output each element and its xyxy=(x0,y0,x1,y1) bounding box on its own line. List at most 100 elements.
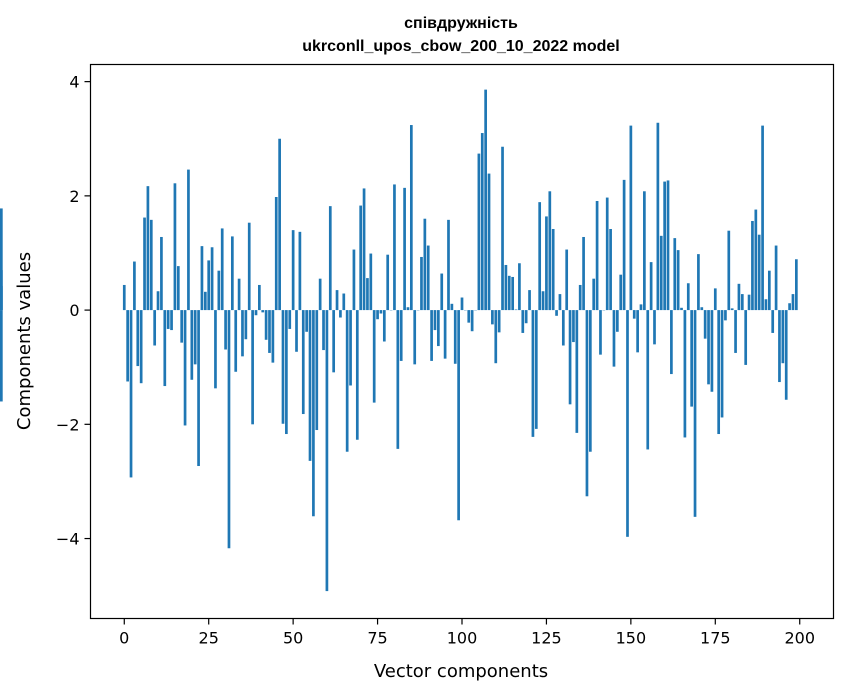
bar xyxy=(217,270,221,311)
bar xyxy=(629,125,633,311)
bar xyxy=(700,307,704,311)
bar xyxy=(342,293,346,311)
bar xyxy=(592,278,596,311)
bar xyxy=(737,283,741,311)
bar xyxy=(534,310,538,429)
bar xyxy=(274,197,278,311)
bar xyxy=(393,184,396,311)
bar xyxy=(697,254,700,311)
bar xyxy=(747,294,751,311)
bar xyxy=(686,283,690,311)
bar xyxy=(720,310,724,418)
bar xyxy=(426,245,430,311)
bar xyxy=(308,310,312,461)
bar xyxy=(548,191,552,311)
bar xyxy=(643,191,646,311)
plot-frame xyxy=(89,63,835,620)
bar xyxy=(440,273,444,311)
bar xyxy=(518,263,521,311)
bar xyxy=(491,310,494,325)
bar xyxy=(487,173,491,311)
bar xyxy=(622,179,626,311)
bar xyxy=(744,310,748,365)
bar xyxy=(784,310,788,400)
bar xyxy=(271,310,275,363)
bar xyxy=(555,310,558,316)
bar xyxy=(663,181,666,311)
bar xyxy=(146,186,150,311)
bar xyxy=(791,294,795,311)
bar xyxy=(126,310,129,382)
bar xyxy=(646,310,650,450)
x-tick-label: 200 xyxy=(784,629,815,648)
y-tick-label: −4 xyxy=(56,530,80,549)
bar xyxy=(477,153,481,311)
bar xyxy=(558,294,562,311)
bar xyxy=(322,310,325,351)
bar xyxy=(163,310,167,387)
y-axis-label: Components values xyxy=(14,252,35,430)
bar xyxy=(0,310,3,402)
bar xyxy=(295,310,298,352)
bar xyxy=(754,209,758,311)
bar xyxy=(139,310,143,384)
bar xyxy=(190,310,194,380)
bar xyxy=(575,310,579,433)
x-tick-label: 0 xyxy=(119,629,129,648)
bar xyxy=(710,310,714,392)
x-axis-label: Vector components xyxy=(374,661,548,682)
bar xyxy=(727,230,731,311)
bar xyxy=(143,217,146,311)
bar xyxy=(328,206,332,311)
bar xyxy=(595,201,599,311)
bar xyxy=(430,310,433,361)
bar xyxy=(423,218,427,311)
bar xyxy=(187,169,190,311)
bar xyxy=(460,297,464,311)
bar xyxy=(524,310,528,324)
bar xyxy=(639,304,643,311)
bar xyxy=(180,310,184,343)
bar xyxy=(224,310,227,350)
bar xyxy=(588,310,592,452)
bar xyxy=(234,310,238,372)
bar xyxy=(683,310,687,438)
bar xyxy=(315,310,319,431)
bar xyxy=(585,310,589,497)
bar xyxy=(261,310,265,313)
x-tick-label: 75 xyxy=(367,629,387,648)
bar xyxy=(176,266,180,311)
bar xyxy=(241,310,244,357)
bar xyxy=(254,310,258,316)
bar xyxy=(568,310,572,405)
bar xyxy=(379,310,383,314)
bar xyxy=(166,310,170,329)
bar xyxy=(616,310,619,332)
bar xyxy=(450,303,454,311)
bar xyxy=(437,310,440,347)
bar xyxy=(399,310,403,361)
bar xyxy=(183,310,187,426)
bar xyxy=(207,260,211,311)
bar xyxy=(200,246,204,311)
chart-title-line-1: співдружність xyxy=(404,15,518,32)
bar xyxy=(210,247,214,311)
bar xyxy=(318,278,322,311)
bar xyxy=(605,197,609,311)
bar xyxy=(764,299,768,311)
bar xyxy=(673,238,677,311)
bar xyxy=(247,222,251,311)
bar xyxy=(403,187,406,311)
x-tick-label: 50 xyxy=(283,629,303,648)
bar xyxy=(291,230,295,311)
x-tick-label: 150 xyxy=(616,629,647,648)
bar xyxy=(335,290,339,311)
bar xyxy=(268,310,271,353)
bar xyxy=(501,146,504,311)
bar xyxy=(349,310,352,386)
bar xyxy=(514,309,518,311)
bar xyxy=(656,122,660,311)
bar xyxy=(355,310,359,440)
bar xyxy=(565,249,569,311)
bar xyxy=(666,180,670,311)
